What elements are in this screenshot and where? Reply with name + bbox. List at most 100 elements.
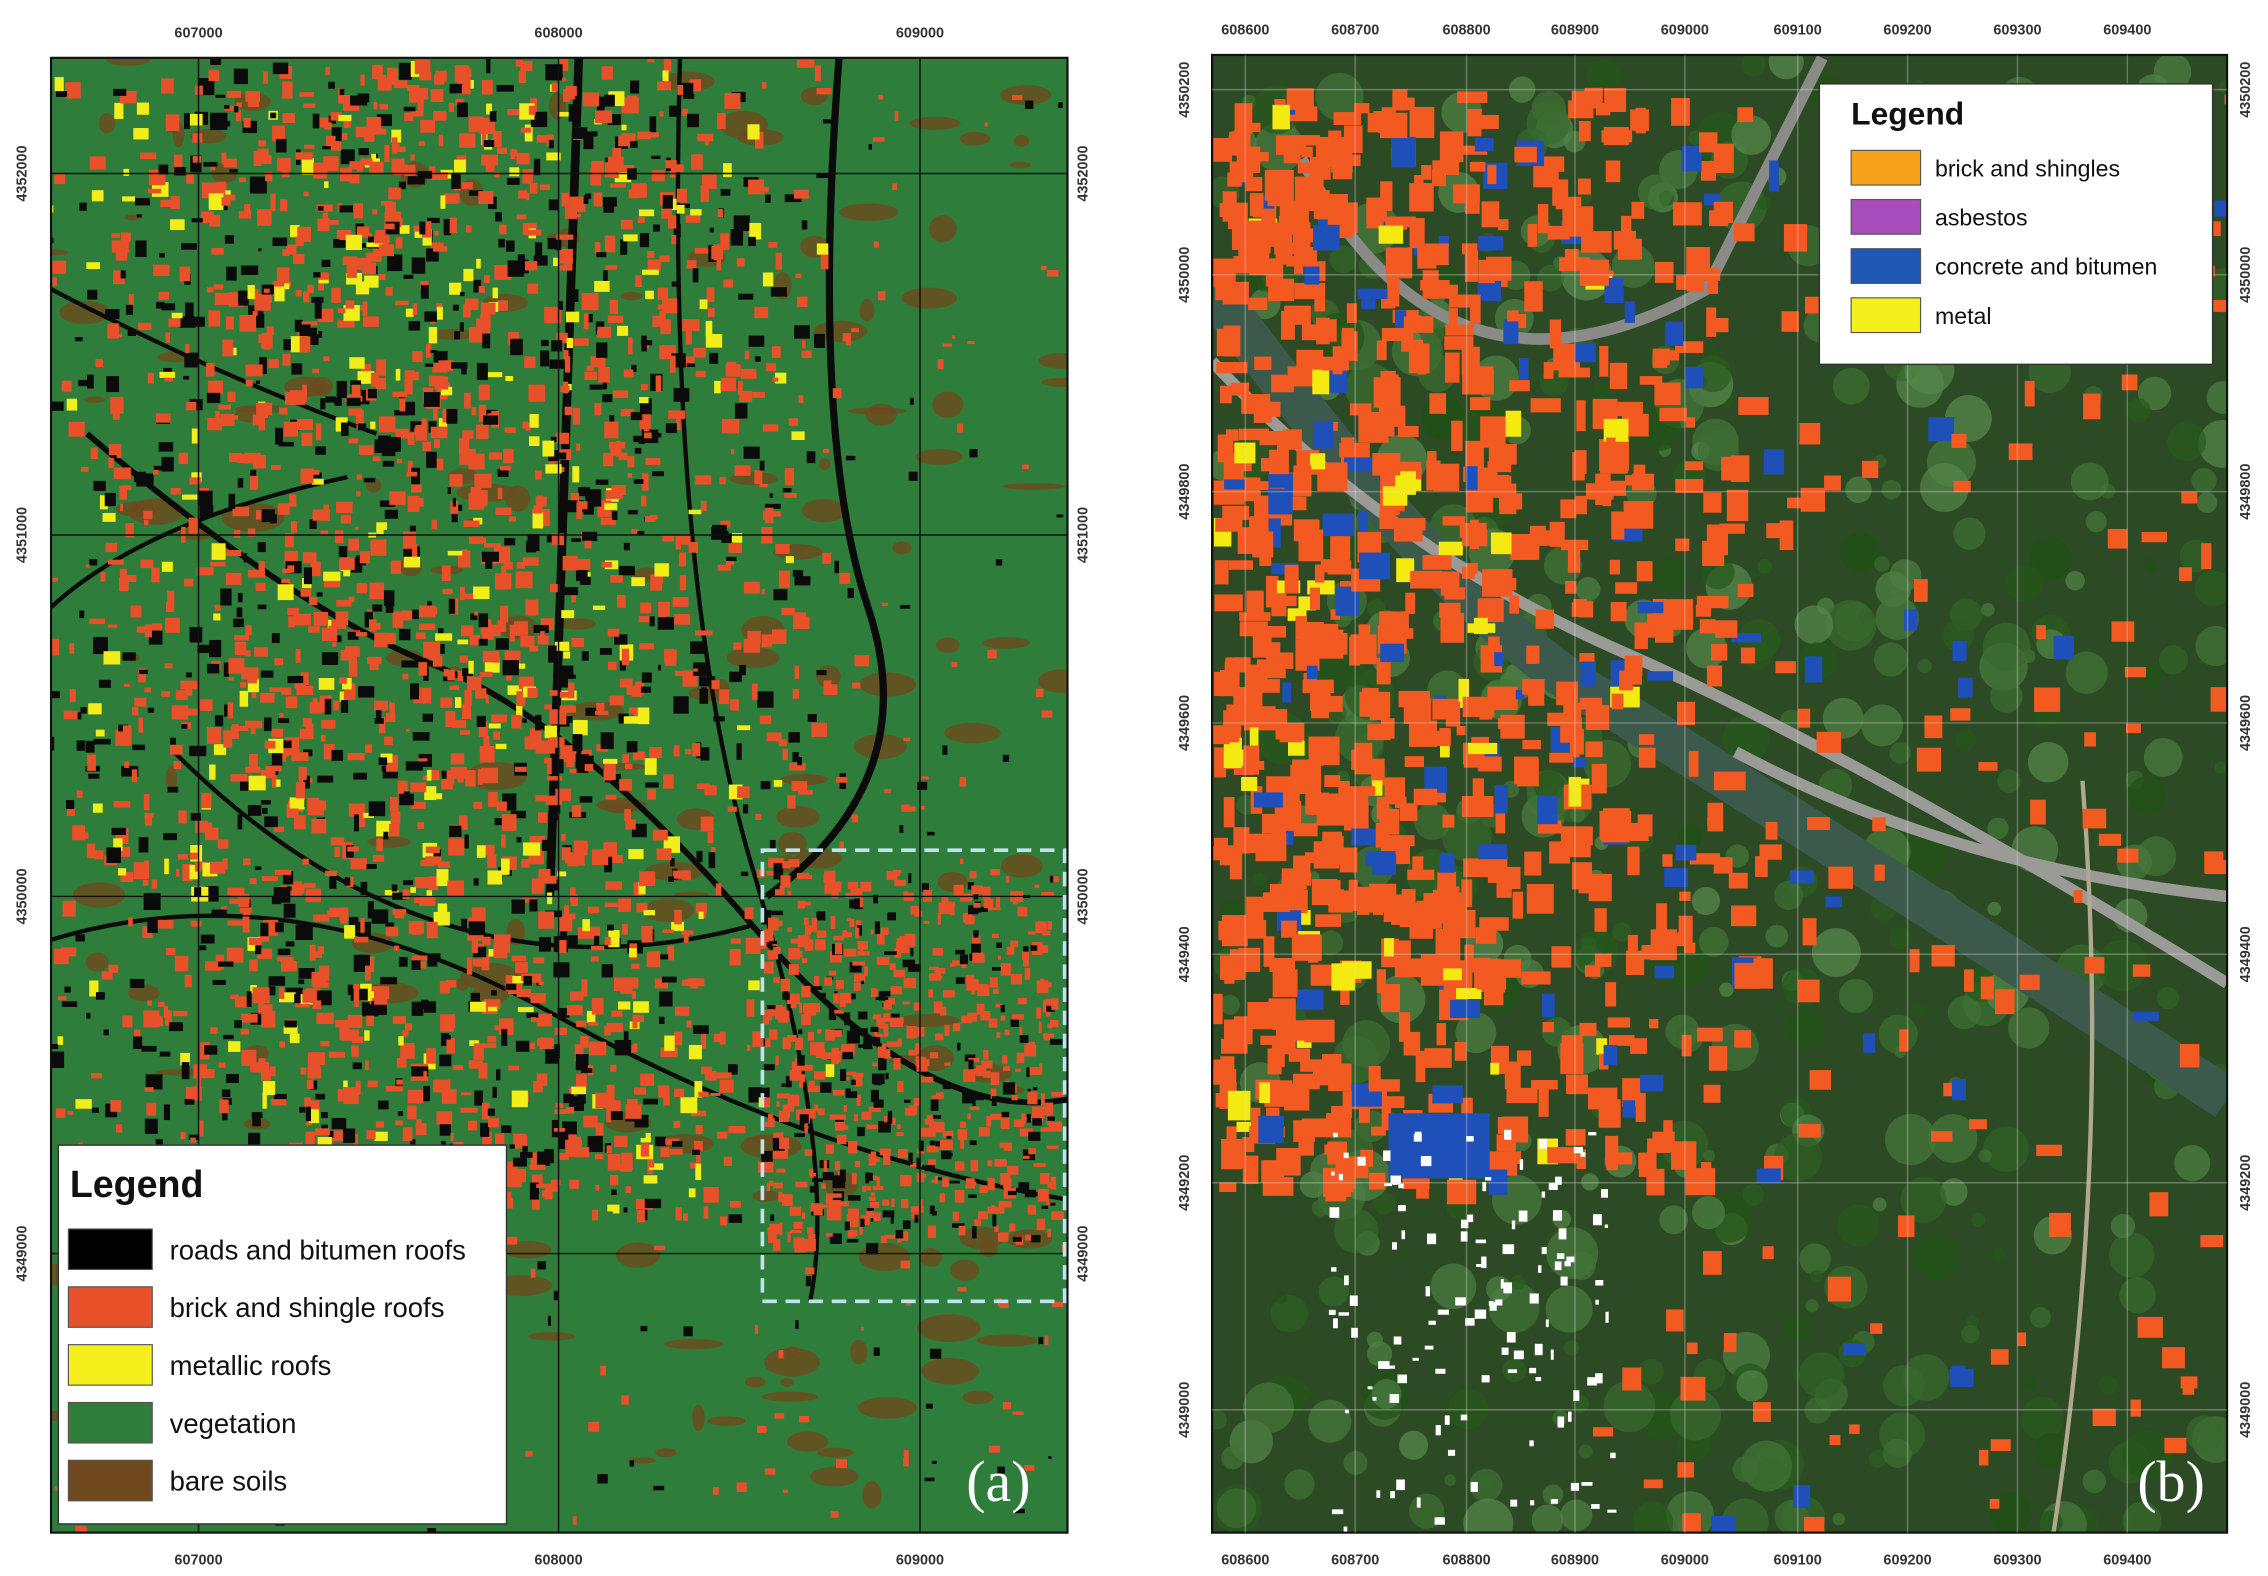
building [839, 1169, 846, 1182]
building [142, 879, 149, 886]
building [804, 1149, 813, 1156]
building [654, 978, 668, 989]
building [153, 264, 170, 277]
building [889, 963, 896, 970]
building [566, 337, 574, 349]
building [213, 613, 221, 621]
tree [2122, 1501, 2162, 1533]
building [427, 954, 438, 967]
building [765, 363, 776, 372]
building [913, 1097, 920, 1106]
building [900, 1260, 911, 1269]
building [434, 74, 445, 85]
bare-soil [707, 1416, 746, 1426]
building [1036, 688, 1044, 698]
building [568, 682, 575, 699]
building [537, 1261, 547, 1270]
building [474, 473, 492, 488]
building [204, 1069, 215, 1079]
building [482, 333, 491, 349]
building [340, 514, 351, 524]
building [623, 542, 630, 551]
building [1028, 1131, 1041, 1141]
building [385, 926, 399, 937]
building [1376, 340, 1387, 361]
building [531, 1193, 540, 1210]
building [995, 559, 1003, 566]
building [401, 660, 419, 668]
building [440, 1033, 449, 1046]
building [625, 819, 636, 830]
building [714, 1072, 732, 1079]
building [836, 776, 848, 783]
building [858, 1028, 868, 1036]
building [644, 1198, 662, 1209]
building [487, 1036, 497, 1043]
building [1212, 846, 1230, 861]
building [526, 1012, 539, 1018]
tree [1832, 1512, 1845, 1526]
building [689, 79, 702, 92]
building [147, 919, 158, 934]
building [651, 170, 665, 182]
building [686, 1020, 692, 1028]
building [460, 730, 470, 735]
building [763, 1009, 774, 1016]
building [798, 395, 804, 403]
building [828, 1200, 841, 1209]
building [1574, 342, 1596, 363]
building [791, 781, 808, 791]
building [441, 386, 453, 396]
building [611, 485, 626, 496]
building [1435, 789, 1446, 803]
building [260, 769, 276, 779]
building [829, 1114, 846, 1120]
building [866, 1209, 875, 1219]
building [282, 81, 293, 99]
building [468, 660, 474, 674]
building [794, 325, 810, 339]
building [1537, 795, 1558, 825]
building [1596, 1038, 1608, 1055]
building [674, 670, 691, 676]
tree [1953, 517, 1986, 550]
building [825, 1193, 833, 1205]
building [694, 1140, 703, 1152]
building [859, 1226, 863, 1236]
building [331, 287, 341, 303]
building [499, 224, 507, 235]
building [480, 1122, 490, 1137]
building [1013, 1119, 1024, 1128]
building [699, 676, 716, 687]
building [744, 350, 750, 360]
building [492, 287, 498, 299]
building [607, 156, 624, 168]
building [554, 814, 559, 821]
building [621, 1395, 629, 1405]
building [480, 302, 496, 315]
building [604, 421, 619, 439]
building [300, 588, 312, 597]
building [115, 1124, 123, 1133]
building [234, 1020, 242, 1029]
building [356, 410, 364, 425]
building [339, 234, 347, 241]
building [516, 703, 523, 717]
building [829, 1030, 842, 1037]
building [494, 171, 500, 178]
building [692, 268, 699, 283]
building [605, 794, 617, 800]
building [573, 213, 582, 218]
building [676, 413, 681, 431]
building [221, 152, 227, 165]
building [174, 154, 183, 172]
building [399, 956, 408, 967]
building [428, 646, 437, 660]
building [471, 907, 486, 924]
building [351, 384, 361, 399]
tree [1834, 602, 1875, 642]
building [1495, 811, 1506, 834]
bare-soil [917, 1314, 981, 1343]
building [497, 468, 509, 477]
building [234, 635, 250, 641]
